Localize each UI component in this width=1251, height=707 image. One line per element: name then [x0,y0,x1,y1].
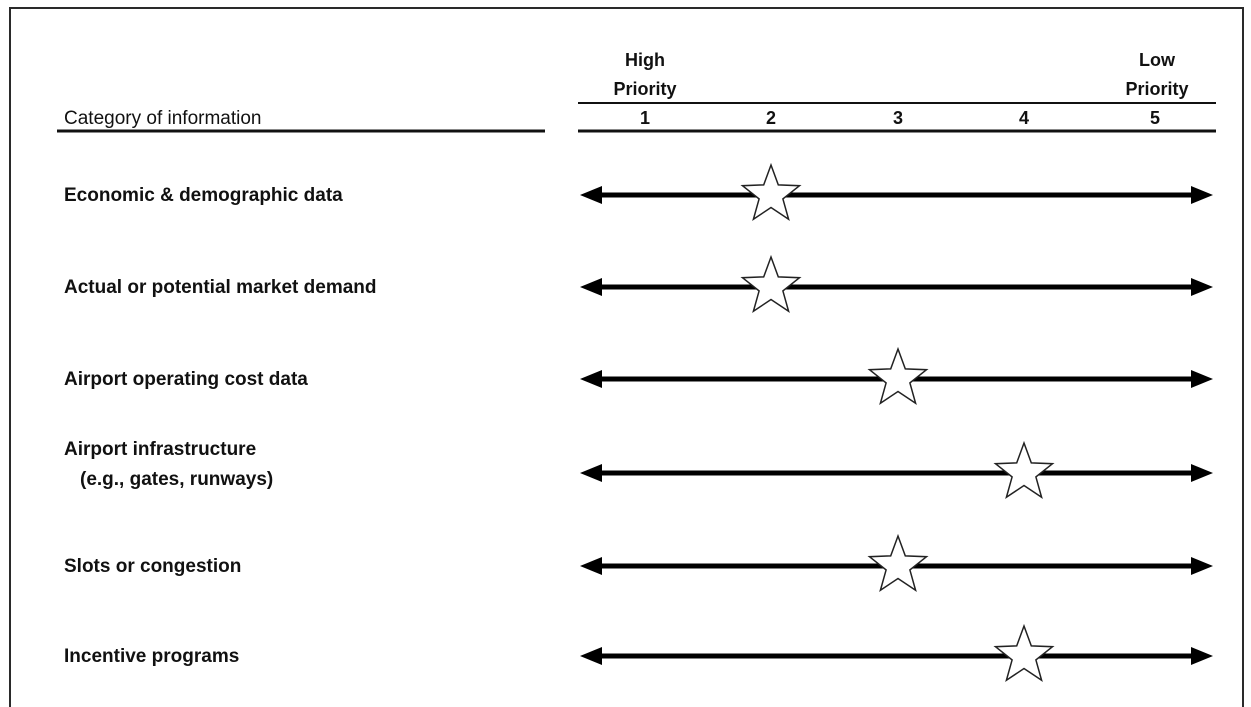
scale-tick-label: 3 [893,108,903,128]
scale-tick-label: 4 [1019,108,1029,128]
right-arrowhead [1191,278,1213,296]
category-label: Airport infrastructure [64,439,256,460]
right-arrowhead [1191,370,1213,388]
low-priority-label: Low [1139,50,1176,70]
category-label: Incentive programs [64,646,239,667]
category-label-detail: (e.g., gates, runways) [80,469,273,490]
priority-star-marker [867,346,929,406]
low-priority-label-line2: Priority [1125,79,1188,99]
priority-star-marker [993,440,1055,500]
category-label: Airport operating cost data [64,369,308,390]
priority-star-marker [740,254,802,314]
priority-star-marker [993,623,1055,683]
scale-tick-labels: 1 2 3 4 5 [640,108,1160,128]
scale-tick-label: 1 [640,108,650,128]
scale-tick-label: 5 [1150,108,1160,128]
category-label: Slots or congestion [64,556,241,577]
right-arrowhead [1191,557,1213,575]
category-label: Economic & demographic data [64,185,343,206]
right-arrowhead [1191,464,1213,482]
left-arrowhead [580,370,602,388]
priority-star-marker [867,533,929,593]
left-arrowhead [580,186,602,204]
category-rows: Economic & demographic data Actual or pot… [64,162,1213,683]
category-row: Economic & demographic data [64,162,1213,222]
right-arrowhead [1191,647,1213,665]
high-priority-label-line2: Priority [613,79,676,99]
high-priority-label: High [625,50,665,70]
category-label: Actual or potential market demand [64,277,377,298]
category-row: Airport infrastructure (e.g., gates, runw… [64,439,1213,500]
left-arrowhead [580,278,602,296]
scale-tick-label: 2 [766,108,776,128]
priority-star-marker [740,162,802,222]
category-row: Slots or congestion [64,533,1213,593]
figure-frame [9,7,1244,707]
category-row: Incentive programs [64,623,1213,683]
left-arrowhead [580,647,602,665]
left-arrowhead [580,464,602,482]
left-arrowhead [580,557,602,575]
category-row: Actual or potential market demand [64,254,1213,314]
right-arrowhead [1191,186,1213,204]
category-column-header: Category of information [64,108,262,129]
category-row: Airport operating cost data [64,346,1213,406]
